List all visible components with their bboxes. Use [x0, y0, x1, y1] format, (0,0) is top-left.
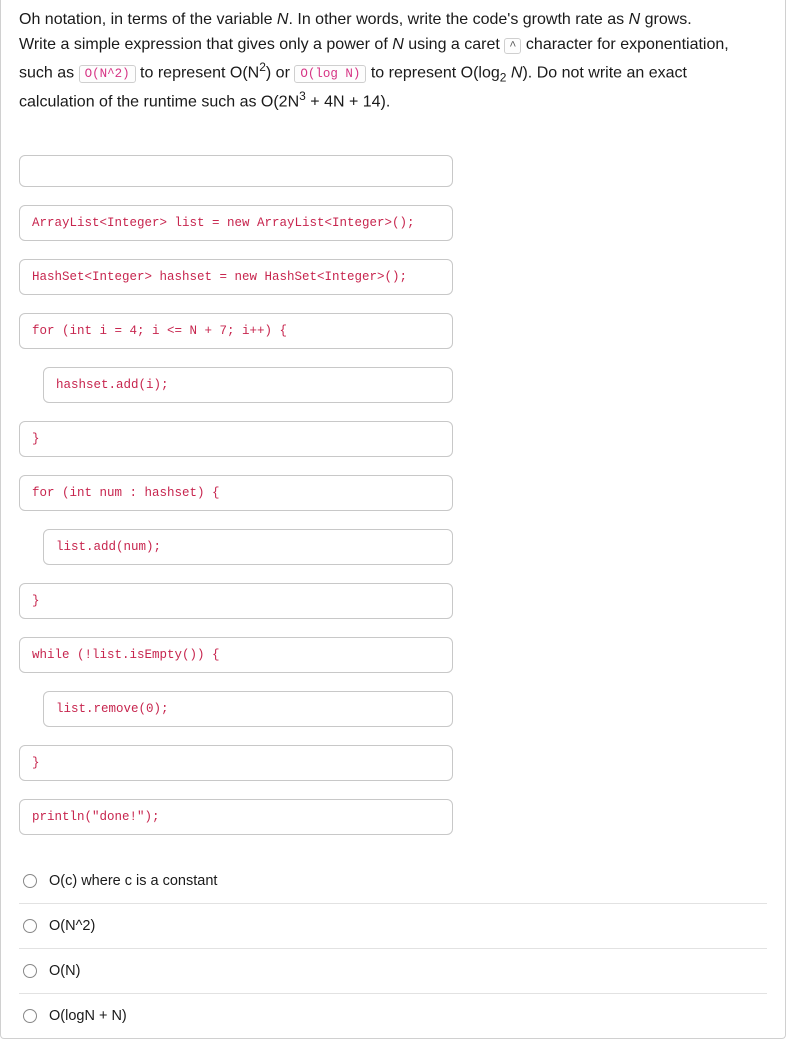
question-container: Oh notation, in terms of the variable N.…: [0, 0, 786, 1039]
superscript: 2: [259, 60, 266, 74]
radio-icon: [23, 874, 37, 888]
answer-input[interactable]: [19, 155, 453, 187]
text: . In other words, write the code's growt…: [288, 11, 628, 28]
option-label: O(N^2): [49, 918, 95, 934]
text: ) or: [266, 64, 294, 81]
text: Write a simple expression that gives onl…: [19, 36, 392, 53]
code-line: for (int i = 4; i <= N + 7; i++) {: [19, 313, 453, 349]
option-label: O(c) where c is a constant: [49, 873, 217, 889]
answer-options: O(c) where c is a constant O(N^2) O(N) O…: [19, 859, 767, 1038]
code-line: HashSet<Integer> hashset = new HashSet<I…: [19, 259, 453, 295]
question-stem: Oh notation, in terms of the variable N.…: [19, 8, 767, 115]
text: + 4N + 14).: [306, 93, 391, 110]
option-c[interactable]: O(N): [19, 948, 767, 993]
var-n: N: [506, 64, 522, 81]
code-line: println("done!");: [19, 799, 453, 835]
text: using a caret: [404, 36, 505, 53]
option-label: O(N): [49, 963, 80, 979]
var-n: N: [392, 36, 404, 53]
caret-key: ^: [504, 38, 521, 54]
text: to represent O(log: [366, 64, 499, 81]
radio-icon: [23, 919, 37, 933]
radio-icon: [23, 964, 37, 978]
text: grows.: [640, 11, 692, 28]
code-line: }: [19, 421, 453, 457]
option-a[interactable]: O(c) where c is a constant: [19, 859, 767, 903]
code-line: }: [19, 583, 453, 619]
option-label: O(logN + N): [49, 1008, 127, 1024]
code-line: list.add(num);: [43, 529, 453, 565]
var-n: N: [277, 11, 289, 28]
text: to represent O(N: [136, 64, 260, 81]
code-line: list.remove(0);: [43, 691, 453, 727]
option-b[interactable]: O(N^2): [19, 903, 767, 948]
code-tag: O(N^2): [79, 65, 136, 83]
code-line: for (int num : hashset) {: [19, 475, 453, 511]
code-line: while (!list.isEmpty()) {: [19, 637, 453, 673]
text: such as: [19, 64, 79, 81]
text: ). Do not write an exact: [522, 64, 687, 81]
code-tag: O(log N): [294, 65, 366, 83]
code-line: }: [19, 745, 453, 781]
text: Oh notation, in terms of the variable: [19, 11, 277, 28]
radio-icon: [23, 1009, 37, 1023]
code-line: ArrayList<Integer> list = new ArrayList<…: [19, 205, 453, 241]
code-line: hashset.add(i);: [43, 367, 453, 403]
option-d[interactable]: O(logN + N): [19, 993, 767, 1038]
text: calculation of the runtime such as O(2N: [19, 93, 299, 110]
text: character for exponentiation,: [521, 36, 728, 53]
superscript: 3: [299, 89, 306, 103]
var-n: N: [629, 11, 641, 28]
